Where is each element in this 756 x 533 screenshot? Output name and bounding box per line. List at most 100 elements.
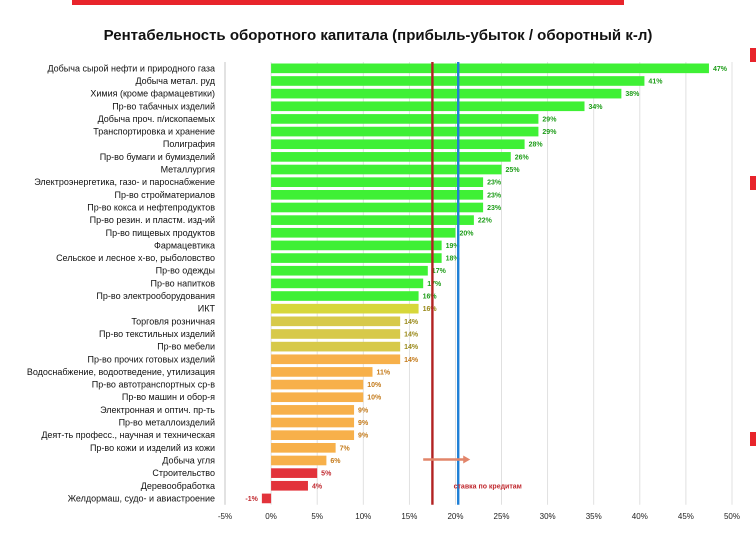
data-label: 22%	[478, 218, 493, 225]
bar	[271, 303, 419, 314]
bar	[271, 88, 622, 99]
bar	[271, 291, 419, 301]
data-label: 4%	[312, 483, 323, 490]
bar	[271, 367, 373, 377]
bars: 47% 41% 38% 34% 29% 29% 28% 26% 25% 23% 23% 23% 22% 2…	[245, 63, 728, 504]
category-label: Пр-во машин и обор-я	[122, 392, 215, 402]
category-label: Деят-ть професс., научная и техническая	[41, 430, 215, 440]
category-label: Пр-во одежды	[156, 266, 215, 276]
category-label: Пр-во текстильных изделий	[99, 329, 215, 339]
category-label: Пр-во прочих готовых изделий	[88, 354, 215, 364]
category-label: Добыча метал. руд	[135, 76, 215, 86]
bar	[271, 392, 364, 403]
bar	[271, 341, 401, 352]
data-label: 7%	[340, 445, 351, 452]
data-label: 16%	[423, 294, 438, 301]
data-label: 14%	[404, 357, 419, 364]
category-label: Пр-во резин. и пластм. изд-ий	[90, 215, 215, 225]
bar	[271, 480, 308, 491]
annotation-arrow-head	[463, 455, 471, 464]
category-label: Полиграфия	[163, 139, 215, 149]
category-label: Транспортировка и хранение	[93, 127, 215, 137]
category-label: Сельское и лесное х-во, рыболовство	[56, 253, 215, 263]
bar	[271, 126, 539, 137]
category-labels: Добыча сырой нефти и природного газа Добы…	[27, 63, 216, 503]
bar	[271, 202, 484, 213]
bar	[271, 227, 456, 238]
bar	[271, 278, 424, 289]
bar	[271, 253, 442, 263]
bar	[271, 430, 355, 440]
data-label: 29%	[542, 129, 557, 136]
data-label: -1%	[245, 496, 258, 503]
x-tick-label: 5%	[311, 512, 323, 521]
category-label: Пр-во металлоизделий	[119, 418, 215, 428]
bar	[271, 379, 364, 390]
side-marker	[750, 432, 756, 446]
category-label: Добыча проч. п/ископаемых	[98, 114, 216, 124]
data-label: 5%	[321, 471, 332, 478]
bar	[271, 405, 355, 415]
data-label: 6%	[330, 458, 341, 465]
data-label: 26%	[515, 154, 530, 161]
category-label: Электронная и оптич. пр-ть	[100, 405, 215, 415]
category-label: Пр-во автотранспортных ср-в	[92, 380, 215, 390]
category-label: Пр-во кожи и изделий из кожи	[90, 443, 215, 453]
reference-lines	[431, 62, 460, 505]
bar	[271, 164, 502, 175]
chart-title: Рентабельность оборотного капитала (приб…	[103, 27, 653, 44]
bar	[271, 443, 336, 453]
data-label: 38%	[625, 91, 640, 98]
category-label: Пр-во бумаги и бумизделий	[100, 152, 215, 162]
data-label: 20%	[459, 230, 474, 237]
data-label: 25%	[506, 167, 521, 174]
top-accent-bar	[72, 0, 624, 5]
data-label: 41%	[648, 78, 663, 85]
data-label: 9%	[358, 433, 369, 440]
category-label: Добыча сырой нефти и природного газа	[47, 63, 215, 73]
data-label: 23%	[487, 192, 502, 199]
data-label: 17%	[432, 268, 447, 275]
bar	[271, 152, 511, 162]
category-label: Деревообработка	[141, 481, 215, 491]
x-axis-ticks: -5% 0% 5% 10% 15% 20% 25% 30% 35% 40% 45% 50%	[218, 512, 740, 521]
data-label: 14%	[404, 319, 419, 326]
annotation-text: ставка по кредитам	[454, 483, 522, 490]
bar	[271, 354, 401, 365]
data-label: 29%	[542, 116, 557, 123]
x-tick-label: 0%	[265, 512, 277, 521]
category-label: Пр-во мебели	[157, 342, 215, 352]
category-label: Пр-во кокса и нефтепродуктов	[87, 202, 215, 212]
data-label: 23%	[487, 205, 502, 212]
category-label: ИКТ	[198, 304, 216, 314]
annotation: ставка по кредитам	[423, 455, 522, 490]
data-label: 9%	[358, 420, 369, 427]
bar	[271, 114, 539, 124]
bar	[271, 190, 484, 200]
category-label: Фармацевтика	[154, 240, 215, 250]
bar	[271, 316, 401, 327]
category-label: Желдормаш, судо- и авиастроение	[68, 493, 215, 503]
category-label: Водоснабжение, водоотведение, утилизация	[27, 367, 215, 377]
data-label: 14%	[404, 344, 419, 351]
category-label: Пр-во электрооборудования	[96, 291, 215, 301]
data-label: 10%	[367, 382, 382, 389]
x-tick-label: 20%	[447, 512, 463, 521]
bar	[271, 215, 474, 225]
x-tick-label: 25%	[494, 512, 510, 521]
bar	[271, 101, 585, 112]
category-label: Пр-во напитков	[151, 278, 216, 288]
bar	[271, 240, 442, 251]
category-label: Электроэнергетика, газо- и пароснабжение	[34, 177, 215, 187]
bar	[271, 417, 355, 428]
category-label: Металлургия	[161, 165, 216, 175]
category-label: Пр-во стройматериалов	[114, 190, 215, 200]
category-label: Пр-во пищевых продуктов	[106, 228, 216, 238]
data-label: 28%	[529, 142, 544, 149]
bar	[261, 493, 272, 504]
x-tick-label: 30%	[540, 512, 556, 521]
data-label: 9%	[358, 407, 369, 414]
bar	[271, 455, 327, 466]
side-marker	[750, 48, 756, 62]
